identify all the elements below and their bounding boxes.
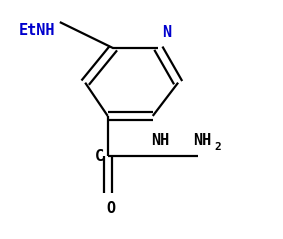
Text: NH: NH bbox=[151, 133, 170, 148]
Text: O: O bbox=[106, 201, 115, 216]
Text: 2: 2 bbox=[214, 142, 221, 152]
Text: C: C bbox=[95, 149, 104, 164]
Text: N: N bbox=[163, 25, 172, 40]
Text: NH: NH bbox=[194, 133, 212, 148]
Text: EtNH: EtNH bbox=[19, 23, 55, 38]
